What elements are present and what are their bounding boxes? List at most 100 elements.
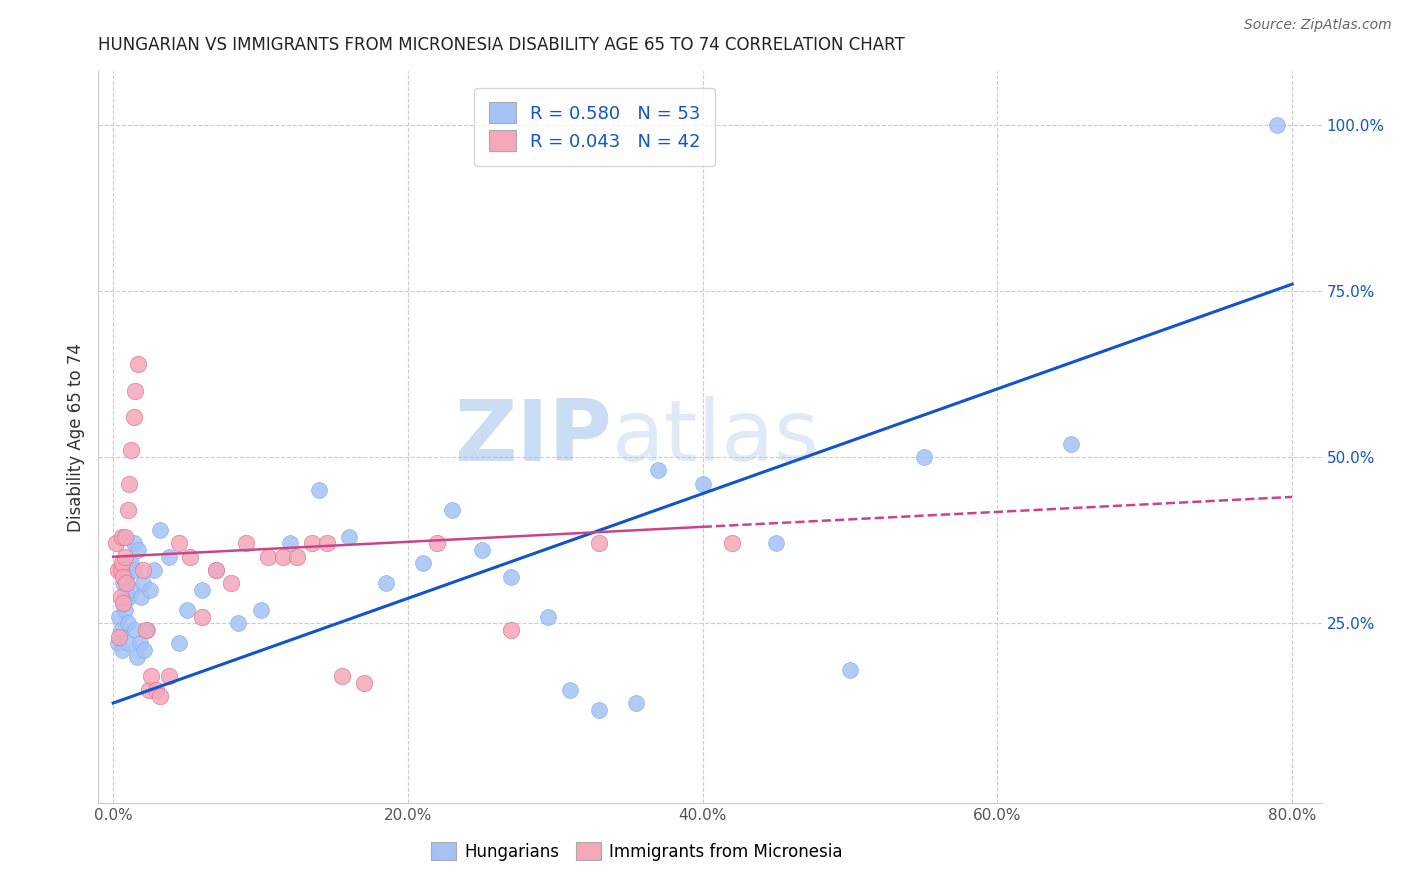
- Point: [122, 563, 145, 577]
- Point: [127, 357, 149, 371]
- Point: [190, 609, 212, 624]
- Point: [721, 536, 744, 550]
- Point: [127, 543, 149, 558]
- Point: [128, 636, 150, 650]
- Point: [112, 576, 135, 591]
- Point: [308, 483, 330, 498]
- Point: [124, 623, 146, 637]
- Point: [129, 590, 152, 604]
- Point: [111, 557, 134, 571]
- Point: [117, 636, 139, 650]
- Point: [839, 663, 862, 677]
- Point: [499, 623, 522, 637]
- Point: [537, 609, 560, 624]
- Point: [115, 576, 138, 591]
- Point: [190, 582, 212, 597]
- Point: [121, 582, 143, 597]
- Point: [1060, 436, 1083, 450]
- Point: [157, 669, 180, 683]
- Point: [107, 563, 129, 577]
- Point: [235, 536, 257, 550]
- Point: [149, 690, 172, 704]
- Point: [131, 563, 153, 577]
- Point: [278, 536, 301, 550]
- Point: [107, 636, 129, 650]
- Point: [471, 543, 494, 558]
- Point: [131, 576, 153, 591]
- Point: [124, 384, 146, 398]
- Point: [138, 682, 160, 697]
- Point: [330, 669, 353, 683]
- Point: [114, 603, 136, 617]
- Point: [176, 603, 198, 617]
- Point: [111, 530, 134, 544]
- Point: [337, 530, 360, 544]
- Point: [122, 410, 145, 425]
- Point: [558, 682, 581, 697]
- Point: [117, 616, 139, 631]
- Text: atlas: atlas: [612, 395, 820, 479]
- Text: ZIP: ZIP: [454, 395, 612, 479]
- Point: [111, 643, 134, 657]
- Point: [426, 536, 449, 550]
- Point: [143, 563, 166, 577]
- Point: [301, 536, 323, 550]
- Point: [114, 590, 136, 604]
- Y-axis label: Disability Age 65 to 74: Disability Age 65 to 74: [66, 343, 84, 532]
- Point: [141, 669, 163, 683]
- Text: HUNGARIAN VS IMMIGRANTS FROM MICRONESIA DISABILITY AGE 65 TO 74 CORRELATION CHAR: HUNGARIAN VS IMMIGRANTS FROM MICRONESIA …: [98, 36, 905, 54]
- Point: [205, 563, 228, 577]
- Point: [287, 549, 309, 564]
- Point: [125, 649, 148, 664]
- Point: [112, 596, 135, 610]
- Point: [114, 549, 136, 564]
- Point: [114, 530, 136, 544]
- Point: [118, 590, 141, 604]
- Point: [169, 536, 191, 550]
- Point: [219, 576, 242, 591]
- Point: [249, 603, 271, 617]
- Point: [169, 636, 191, 650]
- Point: [412, 557, 434, 571]
- Text: Source: ZipAtlas.com: Source: ZipAtlas.com: [1244, 18, 1392, 32]
- Point: [353, 676, 375, 690]
- Point: [110, 623, 132, 637]
- Point: [120, 557, 142, 571]
- Point: [441, 503, 464, 517]
- Point: [108, 630, 131, 644]
- Point: [105, 536, 128, 550]
- Point: [315, 536, 337, 550]
- Point: [118, 476, 141, 491]
- Point: [149, 523, 172, 537]
- Point: [647, 463, 669, 477]
- Point: [122, 536, 145, 550]
- Point: [145, 682, 167, 697]
- Point: [765, 536, 787, 550]
- Point: [110, 563, 132, 577]
- Point: [1267, 118, 1289, 132]
- Point: [499, 570, 522, 584]
- Point: [132, 643, 155, 657]
- Point: [108, 609, 131, 624]
- Point: [692, 476, 714, 491]
- Point: [588, 703, 610, 717]
- Point: [135, 623, 157, 637]
- Point: [271, 549, 294, 564]
- Legend: Hungarians, Immigrants from Micronesia: Hungarians, Immigrants from Micronesia: [425, 836, 849, 868]
- Point: [136, 623, 159, 637]
- Point: [228, 616, 250, 631]
- Point: [257, 549, 280, 564]
- Point: [117, 503, 139, 517]
- Point: [588, 536, 610, 550]
- Point: [179, 549, 201, 564]
- Point: [112, 570, 135, 584]
- Point: [120, 443, 142, 458]
- Point: [139, 582, 162, 597]
- Point: [112, 596, 135, 610]
- Point: [374, 576, 396, 591]
- Point: [912, 450, 935, 464]
- Point: [115, 570, 138, 584]
- Point: [626, 696, 648, 710]
- Point: [157, 549, 180, 564]
- Point: [205, 563, 228, 577]
